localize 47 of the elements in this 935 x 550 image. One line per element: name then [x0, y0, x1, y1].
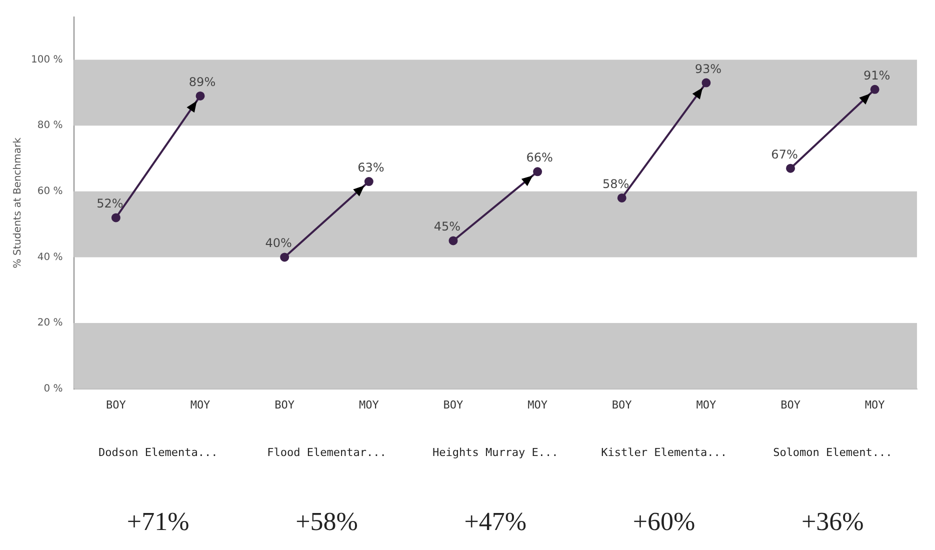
text: Flood Elementar...: [267, 446, 386, 459]
point: [364, 177, 374, 186]
point: [870, 84, 880, 94]
y-tick-label: 40 %: [37, 252, 63, 263]
y-tick-label: 0 %: [44, 383, 63, 394]
x-tick-label: MOY: [864, 398, 886, 412]
x-tick-label: BOY: [443, 398, 464, 412]
data-label: 93%: [694, 62, 722, 76]
x-tick-label: BOY: [612, 398, 632, 412]
data-label: 52%: [96, 196, 124, 211]
x-tick-label: BOY: [106, 398, 126, 412]
data-label: 63%: [358, 160, 384, 175]
point: [702, 78, 711, 88]
x-tick-label: MOY: [358, 398, 380, 412]
data-label: 67%: [771, 147, 798, 162]
point: [617, 193, 626, 202]
x-tick-label: MOY: [528, 398, 548, 412]
y-tick-label: 100 %: [30, 54, 63, 66]
y-tick-label: 80 %: [37, 120, 63, 132]
text: +71%: [126, 507, 190, 536]
point: [448, 236, 458, 246]
data-label: 66%: [526, 150, 553, 165]
x-tick-label: MOY: [696, 398, 716, 412]
text: Kistler Elementa...: [601, 446, 727, 459]
data-label: 91%: [864, 68, 890, 82]
x-tick-label: BOY: [274, 398, 295, 412]
point: [111, 213, 120, 222]
point: [533, 167, 542, 176]
data-label: 89%: [188, 74, 216, 89]
y-axis-title: % Students at Benchmark: [12, 137, 24, 268]
y-tick-label: 60 %: [37, 186, 63, 197]
point: [786, 164, 796, 173]
data-label: 58%: [602, 176, 630, 191]
y-tick-label: 20 %: [37, 318, 63, 329]
text: +58%: [296, 507, 358, 536]
text: +36%: [802, 507, 864, 536]
text: Heights Murray E...: [432, 446, 558, 459]
text: Dodson Elementa...: [98, 446, 218, 459]
x-tick-label: BOY: [780, 398, 801, 412]
data-label: 40%: [265, 236, 292, 250]
text: Solomon Element...: [773, 446, 892, 459]
text: +60%: [632, 507, 696, 536]
point: [196, 91, 205, 100]
data-label: 45%: [434, 220, 461, 234]
point: [280, 252, 290, 262]
text: +47%: [464, 507, 527, 536]
x-tick-label: MOY: [190, 398, 211, 412]
